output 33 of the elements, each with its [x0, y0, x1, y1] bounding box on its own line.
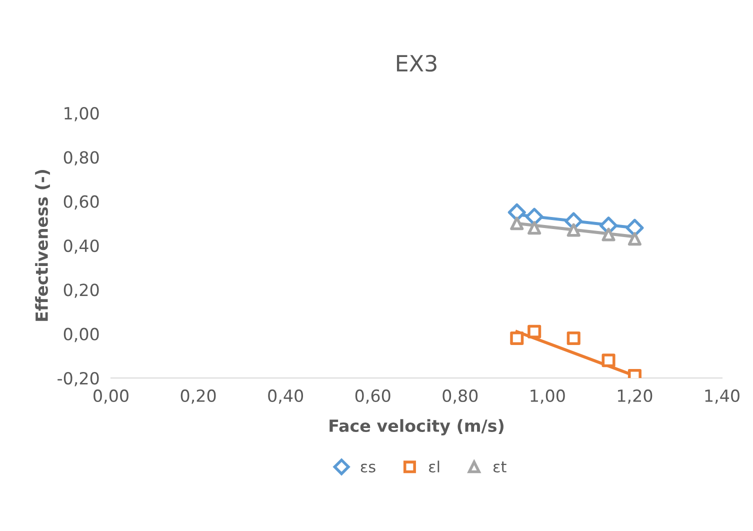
point	[528, 324, 542, 338]
point	[628, 232, 642, 246]
y-tick-label: 0,40	[64, 239, 99, 254]
legend-label: εl	[429, 460, 440, 472]
x-tick-label: 0,40	[268, 389, 304, 404]
y-tick-label: 1,00	[64, 106, 99, 122]
legend-label: εs	[360, 464, 376, 472]
x-tick-label: 1,20	[618, 389, 652, 404]
x-tick-label: 0,20	[180, 389, 216, 404]
point	[508, 203, 526, 222]
x-tick-label: 1,40	[705, 389, 740, 404]
x-axis-title: Face velocity (m/s)	[330, 419, 504, 436]
point	[510, 216, 524, 230]
x-tick-label: 0,80	[442, 389, 478, 404]
chart-title: EX3	[396, 54, 436, 72]
point	[602, 354, 616, 368]
y-tick-label: -0,20	[58, 372, 99, 386]
x-tick-label: 0,60	[355, 389, 390, 404]
y-tick-label: 0,80	[64, 151, 99, 166]
y-axis-title: Effectiveness (-)	[35, 170, 50, 321]
point	[510, 331, 524, 346]
legend-label: εt	[493, 462, 506, 472]
y-tick-label: 0,00	[64, 328, 99, 342]
y-tick-label: 0,60	[64, 195, 99, 210]
point	[566, 223, 580, 237]
point	[528, 221, 542, 235]
x-tick-label: 1,00	[530, 389, 565, 404]
point	[602, 228, 616, 242]
point	[525, 208, 544, 226]
point	[566, 331, 580, 346]
x-tick-label: 0,00	[94, 389, 128, 404]
y-tick-label: 0,20	[64, 284, 99, 298]
point	[626, 218, 644, 237]
